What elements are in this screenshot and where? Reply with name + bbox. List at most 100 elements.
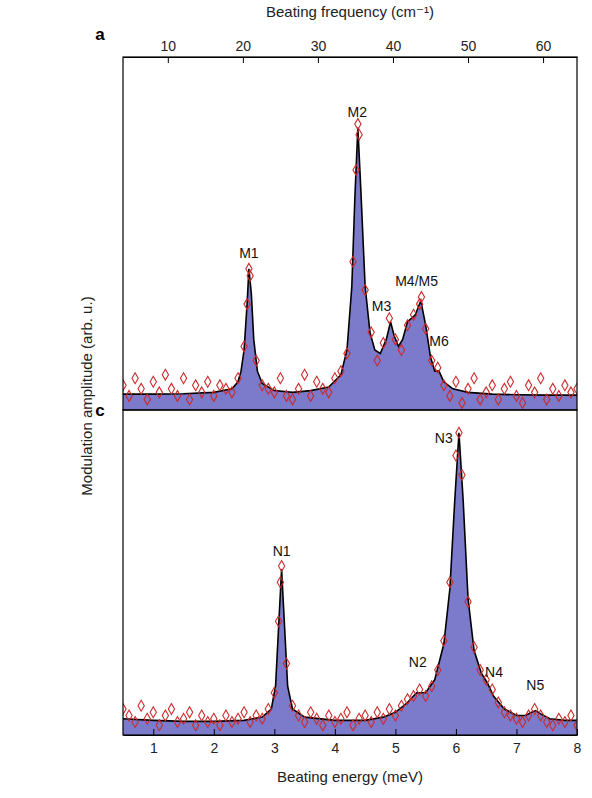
data-point xyxy=(531,704,537,715)
data-point xyxy=(132,717,138,728)
data-point xyxy=(320,383,326,394)
tick-label: 60 xyxy=(536,38,552,54)
data-point xyxy=(453,376,459,387)
data-point xyxy=(441,380,447,391)
data-point xyxy=(386,313,392,324)
data-point xyxy=(423,323,429,334)
tick-mark xyxy=(393,57,394,63)
data-point xyxy=(205,717,211,728)
data-point xyxy=(531,387,537,398)
data-point xyxy=(326,710,332,721)
data-point xyxy=(453,450,459,461)
tick-label: 3 xyxy=(271,740,279,756)
data-point xyxy=(162,710,168,721)
data-point xyxy=(404,320,410,331)
tick-mark xyxy=(456,729,457,735)
data-point xyxy=(253,355,259,366)
data-point xyxy=(308,707,314,718)
data-point xyxy=(283,390,289,401)
data-point xyxy=(229,387,235,398)
data-point xyxy=(314,713,320,724)
data-point xyxy=(513,713,519,724)
data-point xyxy=(241,707,247,718)
data-point xyxy=(295,383,301,394)
data-point xyxy=(429,681,435,692)
data-point xyxy=(271,687,277,698)
data-point xyxy=(193,380,199,391)
tick-label: 10 xyxy=(161,38,177,54)
data-point xyxy=(556,713,562,724)
data-point xyxy=(150,376,156,387)
data-point xyxy=(356,713,362,724)
data-point xyxy=(435,362,441,373)
data-point xyxy=(459,470,465,481)
tick: 60 xyxy=(536,38,552,63)
fit-line xyxy=(123,433,577,722)
data-point xyxy=(392,334,398,345)
tick-label: 40 xyxy=(386,38,402,54)
data-point xyxy=(489,380,495,391)
x2-axis: 102030405060 xyxy=(124,38,578,63)
tick-mark xyxy=(153,729,154,735)
tick-label: 6 xyxy=(453,740,461,756)
data-point xyxy=(380,713,386,724)
data-point xyxy=(456,427,462,438)
tick-mark xyxy=(243,57,244,63)
data-point xyxy=(246,263,252,274)
data-point xyxy=(138,700,144,711)
data-point xyxy=(507,376,513,387)
data-point xyxy=(180,713,186,724)
data-point xyxy=(314,376,320,387)
data-point xyxy=(217,380,223,391)
data-point xyxy=(265,383,271,394)
data-point xyxy=(253,710,259,721)
data-point xyxy=(174,390,180,401)
fit-area xyxy=(123,433,577,735)
data-point xyxy=(223,383,229,394)
tick-label: 8 xyxy=(574,740,582,756)
data-point xyxy=(156,720,162,731)
data-point xyxy=(459,398,465,409)
data-point xyxy=(320,720,326,731)
data-point xyxy=(447,577,453,588)
tick: 10 xyxy=(161,38,177,63)
data-point xyxy=(193,720,199,731)
data-point xyxy=(199,387,205,398)
data-point xyxy=(501,707,507,718)
tick-label: 50 xyxy=(461,38,477,54)
data-point xyxy=(374,707,380,718)
tick-label: 1 xyxy=(150,740,158,756)
data-point xyxy=(410,309,416,320)
data-point xyxy=(144,713,150,724)
data-point xyxy=(562,380,568,391)
data-point xyxy=(398,700,404,711)
data-point xyxy=(374,355,380,366)
data-point xyxy=(550,383,556,394)
data-point xyxy=(180,373,186,384)
tick: 40 xyxy=(386,38,402,63)
x-axis-title: Beating energy (meV) xyxy=(277,768,423,785)
data-point xyxy=(507,710,513,721)
fit-area xyxy=(123,128,577,410)
panel-label: c xyxy=(95,401,104,420)
data-point xyxy=(344,707,350,718)
peak-label: N3 xyxy=(435,430,453,446)
data-point xyxy=(259,380,265,391)
tick-label: 7 xyxy=(513,740,521,756)
plot-area xyxy=(123,119,577,410)
data-point xyxy=(265,704,271,715)
tick-mark xyxy=(168,57,169,63)
data-point xyxy=(477,394,483,405)
plot-frame xyxy=(123,57,577,410)
data-point xyxy=(418,292,424,303)
data-point xyxy=(156,387,162,398)
data-point xyxy=(271,387,277,398)
data-point xyxy=(301,717,307,728)
data-point xyxy=(489,684,495,695)
data-point xyxy=(132,373,138,384)
data-point xyxy=(483,387,489,398)
data-point xyxy=(465,596,471,607)
figure: 102030405060Beating frequency (cm⁻¹)Modu… xyxy=(0,0,592,798)
data-point xyxy=(229,717,235,728)
data-point xyxy=(501,383,507,394)
